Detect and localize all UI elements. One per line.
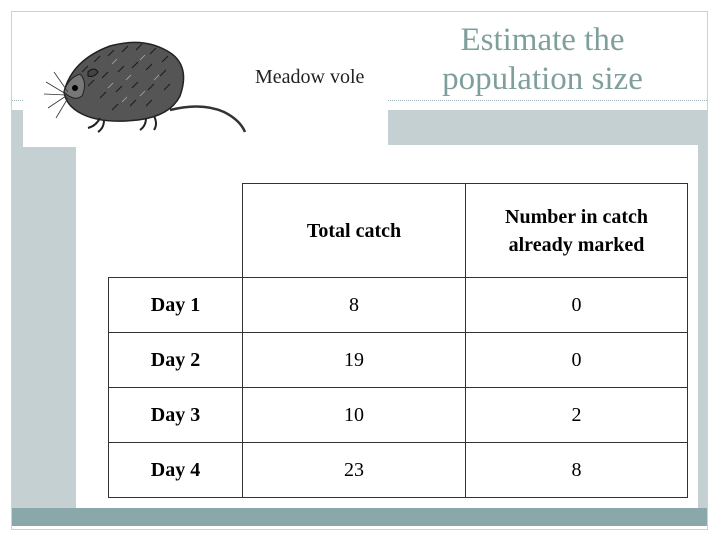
header-already-marked: Number in catch already marked — [465, 183, 688, 278]
table-row: Day 2 19 0 — [108, 332, 688, 388]
catch-data-table: Total catch Number in catch already mark… — [108, 183, 688, 498]
already-marked-cell: 0 — [465, 332, 688, 388]
table-row: Day 4 23 8 — [108, 442, 688, 498]
slide-title: Estimate the population size — [442, 22, 643, 97]
header-total-catch: Total catch — [242, 183, 466, 278]
table-corner-cell — [108, 183, 243, 278]
total-catch-cell: 19 — [242, 332, 466, 388]
footer-band — [12, 508, 707, 526]
total-catch-cell: 8 — [242, 277, 466, 333]
table-row: Day 3 10 2 — [108, 387, 688, 443]
slide-frame — [11, 11, 708, 530]
already-marked-cell: 0 — [465, 277, 688, 333]
total-catch-cell: 23 — [242, 442, 466, 498]
table-row: Day 1 8 0 — [108, 277, 688, 333]
table-header-row: Total catch Number in catch already mark… — [108, 183, 688, 278]
row-label: Day 4 — [108, 442, 243, 498]
already-marked-cell: 2 — [465, 387, 688, 443]
already-marked-cell: 8 — [465, 442, 688, 498]
image-caption: Meadow vole — [255, 66, 365, 88]
meadow-vole-illustration — [43, 41, 247, 133]
total-catch-cell: 10 — [242, 387, 466, 443]
row-label: Day 2 — [108, 332, 243, 388]
row-label: Day 1 — [108, 277, 243, 333]
row-label: Day 3 — [108, 387, 243, 443]
